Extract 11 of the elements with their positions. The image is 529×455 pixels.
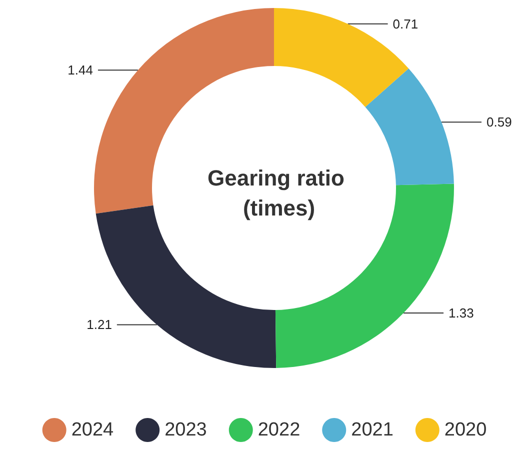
legend-label: 2024 bbox=[71, 420, 114, 440]
data-label: 1.44 bbox=[68, 62, 93, 78]
data-label: 1.21 bbox=[86, 317, 112, 332]
legend-label: 2020 bbox=[444, 420, 487, 440]
data-label: 0.59 bbox=[486, 114, 512, 130]
data-label: 0.71 bbox=[392, 16, 418, 32]
legend-label: 2023 bbox=[164, 420, 207, 440]
text: Gearing ratio (times) bbox=[207, 166, 351, 220]
legend-label: 2021 bbox=[351, 420, 394, 440]
data-label: 1.33 bbox=[448, 305, 474, 320]
legend-label: 2022 bbox=[258, 420, 300, 440]
